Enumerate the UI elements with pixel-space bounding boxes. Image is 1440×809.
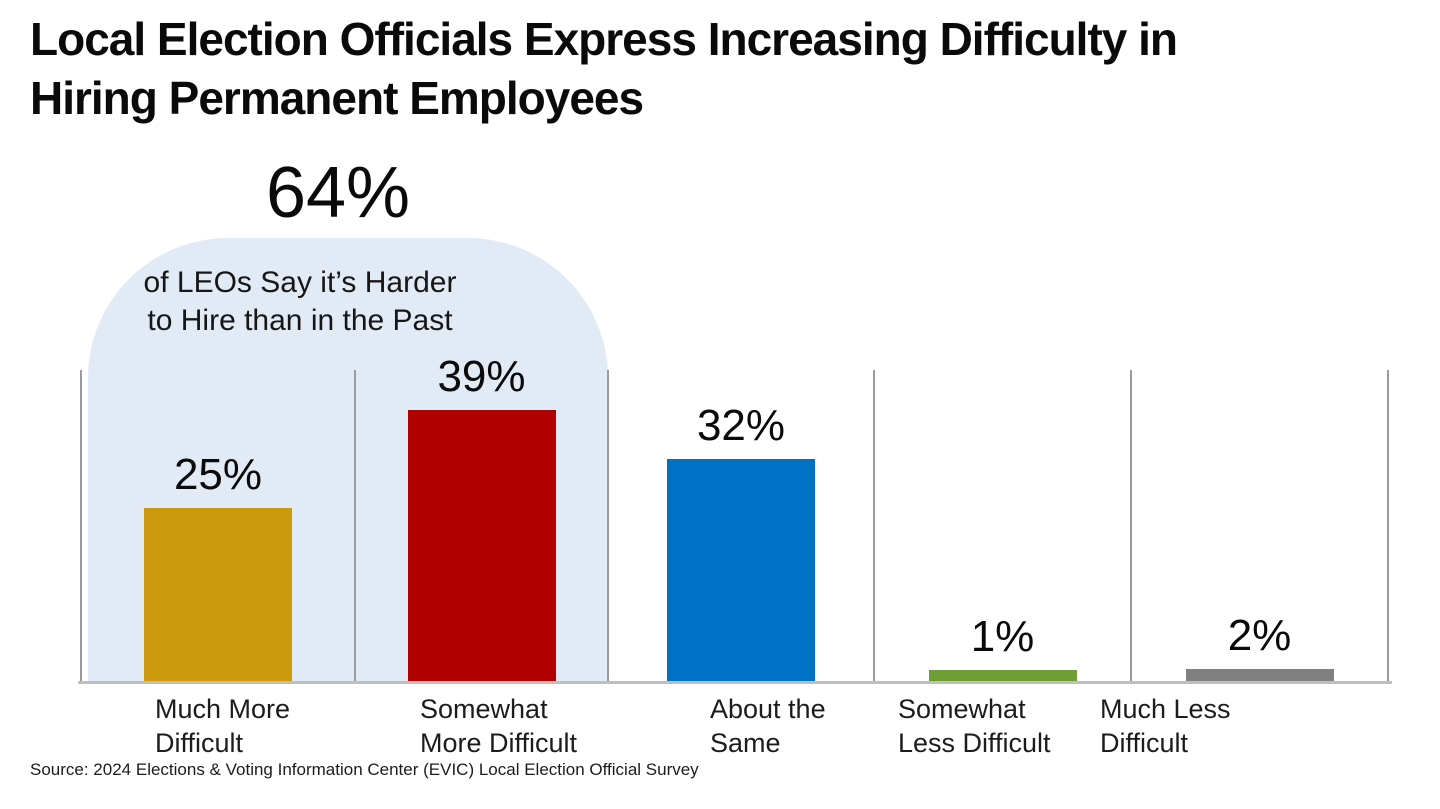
category-label-much-more-difficult-line-2: Difficult (155, 728, 244, 758)
bar-much-less-difficult (1185, 669, 1334, 683)
bar-somewhat-less-difficult (928, 670, 1077, 683)
category-label-somewhat-more-difficult-line-1: Somewhat (420, 694, 548, 724)
callout-text-line-1: of LEOs Say it’s Harder (143, 266, 457, 299)
category-label-much-more-difficult-line-1: Much More (155, 694, 291, 724)
category-label-much-less-difficult-line-2: Difficult (1100, 728, 1189, 758)
category-label-somewhat-less-difficult-line-2: Less Difficult (898, 728, 1051, 758)
gridline-1 (354, 370, 356, 683)
category-label-about-the-same: About the Same (710, 692, 826, 760)
bar-somewhat-more-difficult (407, 410, 556, 683)
bar-value-label-somewhat-more-difficult: 39% (437, 352, 526, 401)
chart-title-line-2: Hiring Permanent Employees (30, 72, 644, 124)
category-label-somewhat-more-difficult: Somewhat More Difficult (420, 692, 577, 760)
category-label-much-more-difficult: Much More Difficult (155, 692, 290, 760)
category-label-about-the-same-line-2: Same (710, 728, 781, 758)
bar-about-the-same (667, 459, 815, 683)
callout-text-line-2: to Hire than in the Past (147, 304, 453, 337)
callout-text: of LEOs Say it’s Harder to Hire than in … (60, 264, 540, 340)
gridline-2 (607, 370, 609, 683)
gridline-0 (80, 370, 82, 683)
bar-much-more-difficult (144, 508, 292, 683)
chart-title-line-1: Local Election Officials Express Increas… (30, 13, 1178, 65)
category-label-about-the-same-line-1: About the (710, 694, 826, 724)
bar-value-label-about-the-same: 32% (696, 401, 786, 450)
x-axis-line (78, 681, 1392, 684)
source-attribution: Source: 2024 Elections & Voting Informat… (30, 760, 699, 779)
gridline-5 (1387, 370, 1389, 683)
bar-value-label-somewhat-less-difficult: 1% (970, 612, 1035, 661)
category-label-much-less-difficult: Much Less Difficult (1100, 692, 1231, 760)
callout-value: 64% (265, 153, 411, 233)
gridline-4 (1130, 370, 1132, 683)
category-label-somewhat-less-difficult-line-1: Somewhat (898, 694, 1026, 724)
chart-title: Local Election Officials Express Increas… (30, 10, 1178, 128)
bar-value-label-much-more-difficult: 25% (173, 450, 263, 499)
bar-value-label-much-less-difficult: 2% (1227, 611, 1292, 660)
gridline-3 (873, 370, 875, 683)
category-label-much-less-difficult-line-1: Much Less (1100, 694, 1231, 724)
category-label-somewhat-less-difficult: Somewhat Less Difficult (898, 692, 1051, 760)
category-label-somewhat-more-difficult-line-2: More Difficult (420, 728, 578, 758)
